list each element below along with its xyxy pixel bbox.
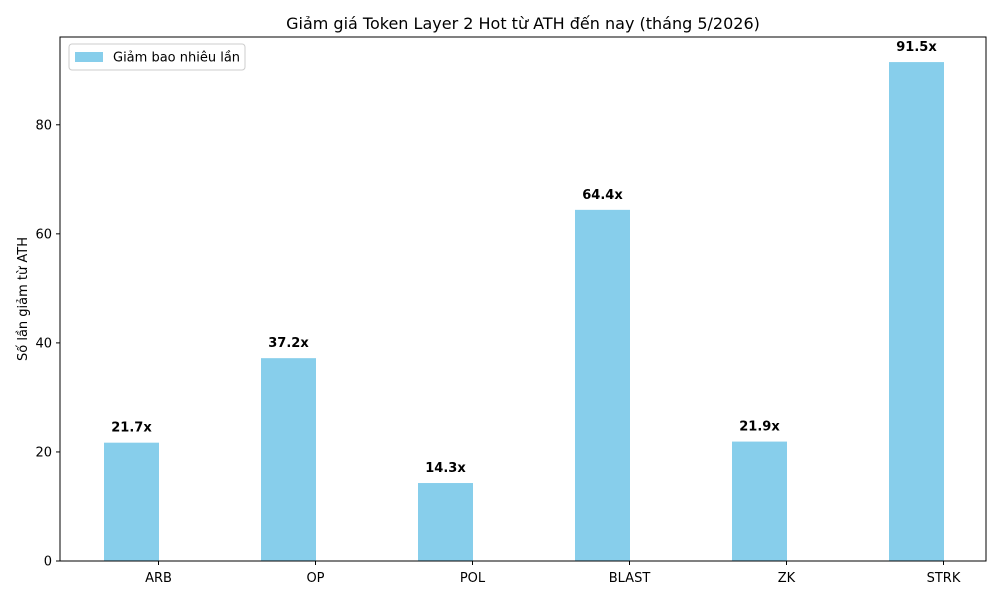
- x-tick-label-zk: ZK: [778, 571, 796, 586]
- legend-swatch: [75, 52, 103, 62]
- y-axis-ticks: 0 20 40 60 80: [35, 118, 60, 570]
- data-label-blast: 64.4x: [582, 188, 623, 203]
- x-tick-label-pol: POL: [460, 571, 486, 586]
- plot-area-frame: [59, 36, 987, 562]
- x-tick-label-strk: STRK: [927, 571, 961, 586]
- data-label-strk: 91.5x: [896, 40, 937, 55]
- data-label-pol: 14.3x: [425, 461, 466, 476]
- x-tick-label-op: OP: [306, 571, 324, 586]
- bar-arb: [104, 442, 159, 561]
- chart-title: Giảm giá Token Layer 2 Hot từ ATH đến na…: [286, 14, 760, 33]
- y-tick-label-40: 40: [35, 336, 52, 351]
- data-labels-group: 21.7x 37.2x 14.3x 64.4x 21.9x 91.5x: [111, 40, 937, 476]
- bar-zk: [732, 441, 787, 561]
- data-label-zk: 21.9x: [739, 420, 780, 435]
- y-tick-label-20: 20: [35, 445, 52, 460]
- bars-group: [104, 62, 944, 561]
- bar-pol: [418, 483, 473, 561]
- data-label-arb: 21.7x: [111, 421, 152, 436]
- bar-strk: [889, 62, 944, 561]
- legend-box: [68, 43, 246, 71]
- legend-label: Giảm bao nhiêu lần: [113, 51, 240, 66]
- legend: Giảm bao nhiêu lần: [68, 43, 246, 71]
- data-label-op: 37.2x: [268, 336, 309, 351]
- y-tick-label-0: 0: [44, 555, 52, 570]
- x-tick-label-blast: BLAST: [609, 571, 651, 586]
- y-axis-label: Số lần giảm từ ATH: [16, 237, 31, 361]
- bar-blast: [575, 209, 630, 561]
- x-axis-ticks: ARB OP POL BLAST ZK STRK: [145, 561, 961, 586]
- x-tick-label-arb: ARB: [145, 571, 172, 586]
- y-tick-label-60: 60: [35, 227, 52, 242]
- y-tick-label-80: 80: [35, 118, 52, 133]
- bar-op: [261, 358, 316, 561]
